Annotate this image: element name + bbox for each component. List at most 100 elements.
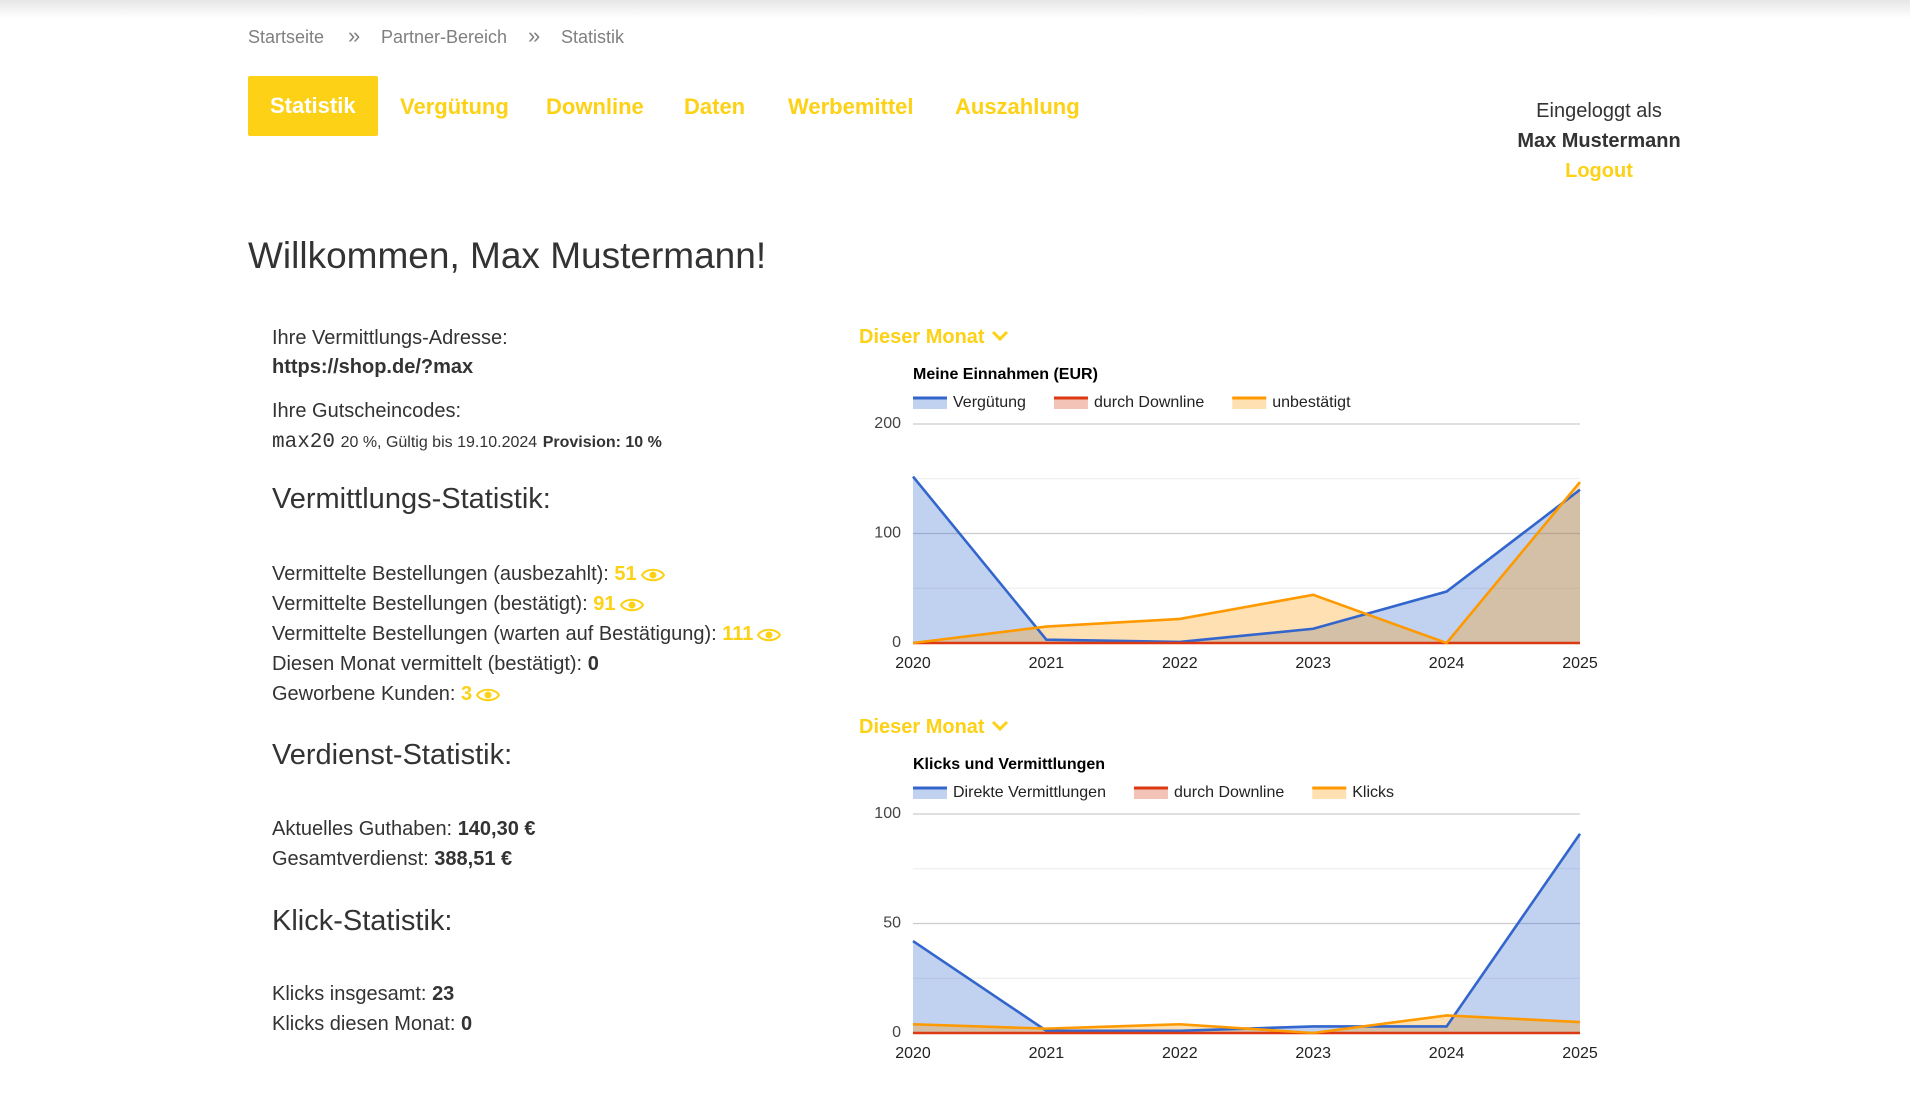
breadcrumb-link[interactable]: Partner-Bereich <box>381 27 508 47</box>
legend-swatch <box>1312 787 1347 799</box>
legend-label: Vergütung <box>953 394 1026 411</box>
area <box>913 482 1580 643</box>
y-tick-label: 100 <box>874 525 901 542</box>
legend-swatch <box>913 397 947 409</box>
stat-label: Gesamtverdienst: <box>272 848 429 870</box>
welcome-heading: Willkommen, Max Mustermann! <box>248 235 767 276</box>
x-tick-label: 2023 <box>1295 655 1331 672</box>
x-tick-label: 2020 <box>895 1045 931 1062</box>
y-tick-label: 0 <box>892 634 901 651</box>
x-tick-label: 2021 <box>1029 1045 1065 1062</box>
stat-row: Klicks insgesamt: 23 <box>272 983 454 1006</box>
stat-value: 23 <box>432 983 455 1005</box>
legend-item: durch Downline <box>1133 784 1284 801</box>
voucher-provision: Provision: 10 % <box>542 434 662 451</box>
user-name: Max Mustermann <box>1517 130 1681 152</box>
breadcrumb-separator: » <box>348 23 361 48</box>
nav-tab[interactable]: Vergütung <box>400 94 509 119</box>
y-tick-label: 100 <box>874 805 901 822</box>
stat-row: Diesen Monat vermittelt (bestätigt): 0 <box>272 653 599 676</box>
legend-item: unbestätigt <box>1232 394 1351 411</box>
stat-value[interactable]: 51 <box>614 563 665 585</box>
legend-label: Klicks <box>1352 784 1394 801</box>
nav-tab[interactable]: Werbemittel <box>788 94 914 119</box>
nav-tab[interactable]: Daten <box>684 94 746 119</box>
stat-row: Aktuelles Guthaben: 140,30 € <box>272 818 536 841</box>
stat-value[interactable]: 91 <box>593 593 644 615</box>
period-dropdown[interactable]: Dieser Monat <box>859 716 1009 739</box>
voucher-line: max20 20 %, Gültig bis 19.10.2024 Provis… <box>272 430 662 454</box>
stat-value[interactable]: 111 <box>722 623 782 645</box>
voucher-details: 20 %, Gültig bis 19.10.2024 <box>340 434 538 451</box>
section-title: Vermittlungs-Statistik: <box>272 483 551 515</box>
stat-label: Vermittelte Bestellungen (bestätigt): <box>272 593 588 615</box>
legend-label: durch Downline <box>1094 394 1204 411</box>
breadcrumb-separator: » <box>528 23 541 48</box>
legend-label: durch Downline <box>1174 784 1284 801</box>
x-tick-label: 2023 <box>1295 1045 1331 1062</box>
stat-label: Diesen Monat vermittelt (bestätigt): <box>272 653 583 675</box>
stat-value: 388,51 € <box>434 848 513 870</box>
x-tick-label: 2021 <box>1029 655 1065 672</box>
legend-swatch <box>1133 787 1168 799</box>
line <box>912 481 1582 645</box>
chevron <box>991 330 1008 342</box>
nav-tab[interactable]: Statistik <box>248 76 378 136</box>
legend-item: Direkte Vermittlungen <box>913 784 1106 801</box>
legend-label: Direkte Vermittlungen <box>953 784 1106 801</box>
y-tick-label: 200 <box>874 415 901 432</box>
breadcrumb-current: Statistik <box>561 27 625 47</box>
stat-value: 140,30 € <box>457 818 536 840</box>
stat-row: Vermittelte Bestellungen (ausbezahlt): 5… <box>272 563 665 586</box>
stat-label: Vermittelte Bestellungen (ausbezahlt): <box>272 563 609 585</box>
chevron <box>991 720 1008 732</box>
y-tick-label: 50 <box>883 915 901 932</box>
eye-icon <box>619 598 644 612</box>
voucher-code: max20 <box>272 431 336 454</box>
legend-swatch <box>1232 397 1267 409</box>
stat-row: Klicks diesen Monat: 0 <box>272 1013 472 1036</box>
stat-row: Vermittelte Bestellungen (bestätigt): 91 <box>272 593 644 616</box>
stat-value[interactable]: 3 <box>461 683 501 705</box>
section-title: Verdienst-Statistik: <box>272 739 513 771</box>
nav-tab[interactable]: Downline <box>546 94 644 119</box>
stat-row: Gesamtverdienst: 388,51 € <box>272 848 512 871</box>
eye-icon <box>476 688 501 702</box>
stat-label: Vermittelte Bestellungen (warten auf Bes… <box>272 623 717 645</box>
legend-item: Klicks <box>1312 784 1394 801</box>
stat-label: Geworbene Kunden: <box>272 683 456 705</box>
x-tick-label: 2025 <box>1562 655 1598 672</box>
stat-label: Klicks diesen Monat: <box>272 1013 456 1035</box>
x-tick-label: 2022 <box>1162 1045 1198 1062</box>
line <box>912 1014 1581 1035</box>
area <box>913 833 1580 1033</box>
voucher-label: Ihre Gutscheincodes: <box>272 400 461 422</box>
x-tick-label: 2024 <box>1429 655 1465 672</box>
legend-item: Vergütung <box>913 394 1026 411</box>
logout-link[interactable]: Logout <box>1565 160 1633 182</box>
x-tick-label: 2024 <box>1429 1045 1465 1062</box>
section-title: Klick-Statistik: <box>272 905 453 937</box>
eye-icon <box>640 568 665 582</box>
stat-row: Geworbene Kunden: 3 <box>272 683 501 706</box>
period-label: Dieser Monat <box>859 326 985 348</box>
referral-url: https://shop.de/?max <box>272 356 474 378</box>
period-dropdown[interactable]: Dieser Monat <box>859 326 1009 349</box>
nav-tab[interactable]: Auszahlung <box>955 94 1080 119</box>
x-tick-label: 2025 <box>1562 1045 1598 1062</box>
login-label: Eingeloggt als <box>1536 100 1662 122</box>
x-tick-label: 2022 <box>1162 655 1198 672</box>
breadcrumb-link[interactable]: Startseite <box>248 27 325 47</box>
legend-item: durch Downline <box>1053 394 1204 411</box>
legend-swatch <box>913 787 947 799</box>
line <box>911 475 1581 644</box>
top-shadow <box>0 0 1910 18</box>
stat-label: Aktuelles Guthaben: <box>272 818 453 840</box>
stat-value: 0 <box>460 1013 473 1035</box>
stat-label: Klicks insgesamt: <box>272 983 427 1005</box>
stat-value: 0 <box>587 653 599 675</box>
eye-icon <box>757 628 782 642</box>
legend-label: unbestätigt <box>1272 394 1351 411</box>
